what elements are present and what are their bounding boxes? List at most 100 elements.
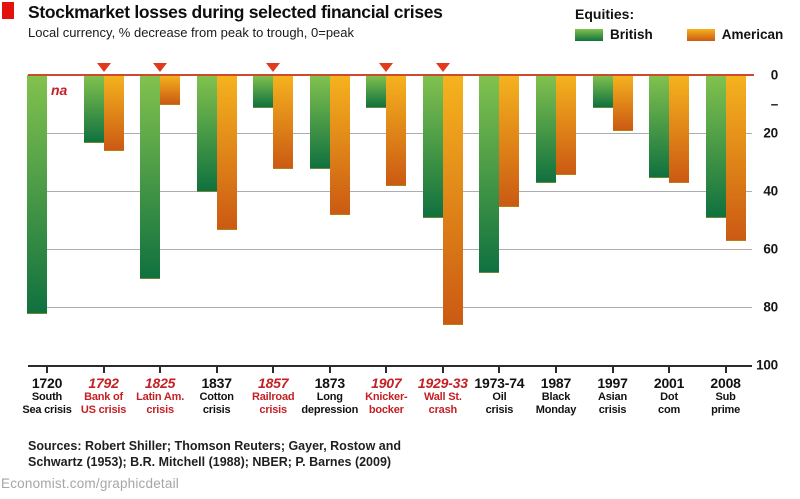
bar-british-1857 bbox=[253, 75, 274, 108]
category-year: 1929-33 bbox=[417, 375, 468, 391]
category-name-line: Knicker- bbox=[365, 391, 408, 403]
category-year: 2001 bbox=[653, 375, 685, 391]
gridline-60 bbox=[28, 249, 752, 250]
x-axis-tick-1997 bbox=[611, 367, 614, 373]
bar-british-1929-33 bbox=[422, 75, 443, 219]
legend-label-american: American bbox=[721, 27, 784, 42]
x-axis-tick-1857 bbox=[272, 367, 275, 373]
bar-british-1837 bbox=[196, 75, 217, 192]
bar-american-1837 bbox=[216, 75, 237, 230]
category-name-line: Sub bbox=[715, 391, 736, 403]
category-label-1973-74: 1973-74 Oil crisis bbox=[474, 376, 524, 417]
category-year: 1720 bbox=[31, 375, 63, 391]
bar-american-1857 bbox=[273, 75, 294, 169]
page-subtitle: Local currency, % decrease from peak to … bbox=[28, 25, 355, 40]
y-axis-label-80: 80 bbox=[763, 299, 778, 315]
legend-item-american: American bbox=[686, 27, 784, 42]
bar-american-1825 bbox=[160, 75, 181, 105]
bar-british-1873 bbox=[309, 75, 330, 169]
y-axis-label-20: 20 bbox=[763, 125, 778, 141]
category-name-line: Cotton bbox=[199, 391, 234, 403]
page-title: Stockmarket losses during selected finan… bbox=[28, 2, 443, 22]
category-label-1997: 1997 Asian crisis bbox=[597, 375, 628, 417]
x-axis-tick-2008 bbox=[724, 367, 727, 373]
bar-american-1873 bbox=[329, 75, 350, 216]
bar-american-2008 bbox=[725, 75, 746, 242]
economist-red-tab bbox=[2, 2, 14, 19]
category-year: 2008 bbox=[710, 375, 741, 391]
bar-british-1792 bbox=[83, 75, 104, 143]
x-axis-tick-1987 bbox=[554, 367, 557, 373]
category-year: 1837 bbox=[201, 375, 232, 391]
y-axis-label-100: 100 bbox=[756, 357, 778, 373]
category-name-line: com bbox=[658, 404, 681, 416]
bar-american-1987 bbox=[555, 75, 576, 175]
category-year: 1873 bbox=[314, 375, 346, 391]
category-label-1837: 1837 Cotton crisis bbox=[200, 376, 234, 417]
american-swatch-icon bbox=[686, 28, 715, 41]
legend-title: Equities: bbox=[575, 6, 635, 22]
category-year: 1997 bbox=[597, 375, 628, 391]
category-name-line: crisis bbox=[202, 404, 231, 416]
crisis-marker-icon-1792 bbox=[96, 63, 111, 72]
x-axis-tick-1907 bbox=[385, 367, 388, 373]
crisis-marker-icon-1907 bbox=[379, 63, 394, 72]
category-name-line: South bbox=[31, 391, 63, 403]
category-name-line: crash bbox=[428, 404, 458, 416]
y-axis-label-60: 60 bbox=[763, 241, 778, 257]
category-name-line: Railroad bbox=[251, 391, 295, 403]
x-axis-tick-1873 bbox=[328, 367, 331, 373]
bar-british-1987 bbox=[535, 75, 556, 184]
category-name-line: Oil bbox=[492, 391, 507, 403]
bar-american-1997 bbox=[612, 75, 633, 132]
category-label-1873: 1873 Long depression bbox=[301, 376, 358, 417]
na-label: na bbox=[51, 82, 68, 98]
category-name-line: Latin Am. bbox=[136, 391, 185, 403]
category-name-line: crisis bbox=[485, 404, 514, 416]
bar-chart: na 0 – 20 40 60 80 100 1720 South Sea crisis 1792 Ba… bbox=[22, 63, 779, 417]
crisis-marker-icon-1825 bbox=[153, 63, 168, 72]
british-swatch-icon bbox=[575, 28, 603, 41]
category-year: 1907 bbox=[371, 375, 402, 391]
category-year: 1973-74 bbox=[474, 375, 525, 391]
category-year: 1857 bbox=[258, 375, 289, 391]
category-name-line: Black bbox=[541, 391, 571, 403]
x-axis-tick-1825 bbox=[159, 367, 162, 373]
category-name-line: crisis bbox=[259, 404, 287, 416]
sources-line-2: Schwartz (1953); B.R. Mitchell (1988); N… bbox=[28, 454, 392, 469]
category-label-1792: 1792 Bank of US crisis bbox=[81, 376, 126, 417]
gridline-80 bbox=[28, 307, 752, 308]
category-name-line: US crisis bbox=[80, 404, 127, 416]
category-name-line: Sea crisis bbox=[22, 404, 72, 416]
x-axis-tick-1929-33 bbox=[441, 367, 444, 373]
crisis-marker-icon-1929-33 bbox=[435, 63, 450, 72]
y-axis-label-0: 0 bbox=[770, 67, 779, 83]
x-axis-line bbox=[28, 365, 752, 367]
bar-american-1929-33 bbox=[442, 75, 463, 326]
category-year: 1825 bbox=[144, 375, 176, 391]
x-axis-tick-1837 bbox=[215, 367, 218, 373]
x-axis-tick-1792 bbox=[102, 367, 105, 373]
category-name-line: Wall St. bbox=[423, 391, 462, 403]
y-axis-label-–: – bbox=[770, 96, 779, 112]
zero-baseline bbox=[28, 74, 754, 76]
crisis-marker-icon-1857 bbox=[266, 63, 281, 72]
bar-british-1825 bbox=[140, 75, 161, 279]
category-label-2008: 2008 Sub prime bbox=[710, 375, 741, 417]
category-label-1987: 1987 Black Monday bbox=[535, 375, 577, 417]
category-name-line: Asian bbox=[598, 391, 627, 403]
category-name-line: prime bbox=[711, 404, 741, 416]
legend-item-british: British bbox=[575, 27, 653, 42]
category-label-1857: 1857 Railroad crisis bbox=[251, 375, 295, 417]
legend: Equities: British American bbox=[575, 6, 783, 42]
category-label-1907: 1907 Knicker-bocker bbox=[365, 375, 408, 417]
bar-british-1720 bbox=[27, 75, 47, 314]
footer-link[interactable]: Economist.com/graphicdetail bbox=[1, 476, 179, 491]
category-year: 1987 bbox=[540, 375, 572, 391]
y-axis-label-40: 40 bbox=[763, 183, 778, 199]
x-axis-tick-2001 bbox=[668, 367, 671, 373]
bar-british-2008 bbox=[705, 75, 726, 219]
category-label-2001: 2001 Dot com bbox=[653, 375, 685, 417]
category-name-line: Monday bbox=[535, 404, 577, 416]
